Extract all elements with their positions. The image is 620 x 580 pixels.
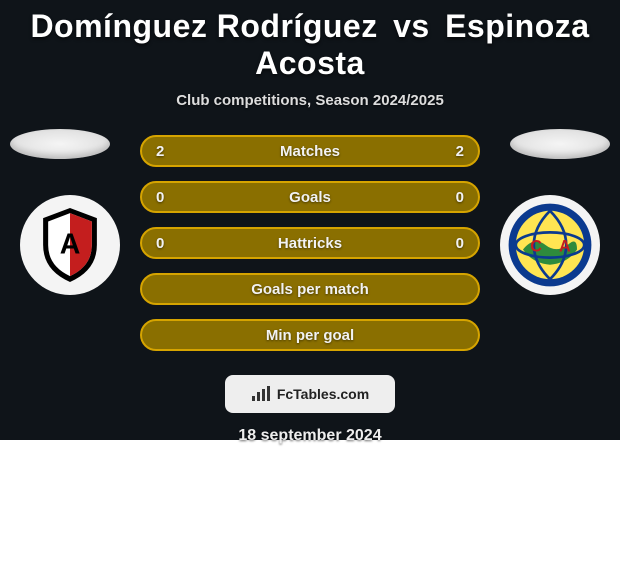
player-a-photo-placeholder (10, 129, 110, 159)
player-a-name: Domínguez Rodríguez (30, 8, 377, 44)
stat-label: Matches (186, 143, 434, 160)
comparison-body: A C A 2Matches20Goals00Hattricks0Goals p… (0, 135, 620, 365)
shield-icon: A (28, 203, 112, 287)
globe-crest-icon: C A (505, 200, 595, 290)
stat-label: Goals per match (156, 281, 464, 298)
stat-row: 2Matches2 (140, 135, 480, 167)
stat-value-a: 0 (156, 235, 186, 252)
page-title: Domínguez Rodríguez vs Espinoza Acosta (0, 8, 620, 82)
vs-label: vs (393, 8, 430, 44)
snapshot-date: 18 september 2024 (0, 427, 620, 445)
club-a-crest: A (20, 195, 120, 295)
bars-icon (251, 386, 271, 402)
svg-text:A: A (60, 228, 81, 260)
stat-row: 0Goals0 (140, 181, 480, 213)
stat-value-b: 2 (434, 143, 464, 160)
stats-column: 2Matches20Goals00Hattricks0Goals per mat… (140, 135, 480, 365)
player-b-photo-placeholder (510, 129, 610, 159)
svg-text:C: C (530, 237, 542, 255)
credit-text: FcTables.com (277, 386, 369, 402)
stat-row: Goals per match (140, 273, 480, 305)
stat-value-b: 0 (434, 235, 464, 252)
stat-label: Min per goal (156, 327, 464, 344)
stat-value-a: 2 (156, 143, 186, 160)
subtitle: Club competitions, Season 2024/2025 (0, 92, 620, 109)
stat-label: Hattricks (186, 235, 434, 252)
stat-label: Goals (186, 189, 434, 206)
stat-value-b: 0 (434, 189, 464, 206)
svg-text:A: A (559, 237, 571, 255)
comparison-card: Domínguez Rodríguez vs Espinoza Acosta C… (0, 0, 620, 440)
club-b-crest: C A (500, 195, 600, 295)
stat-row: Min per goal (140, 319, 480, 351)
stat-value-a: 0 (156, 189, 186, 206)
credit-badge: FcTables.com (225, 375, 395, 413)
stat-row: 0Hattricks0 (140, 227, 480, 259)
